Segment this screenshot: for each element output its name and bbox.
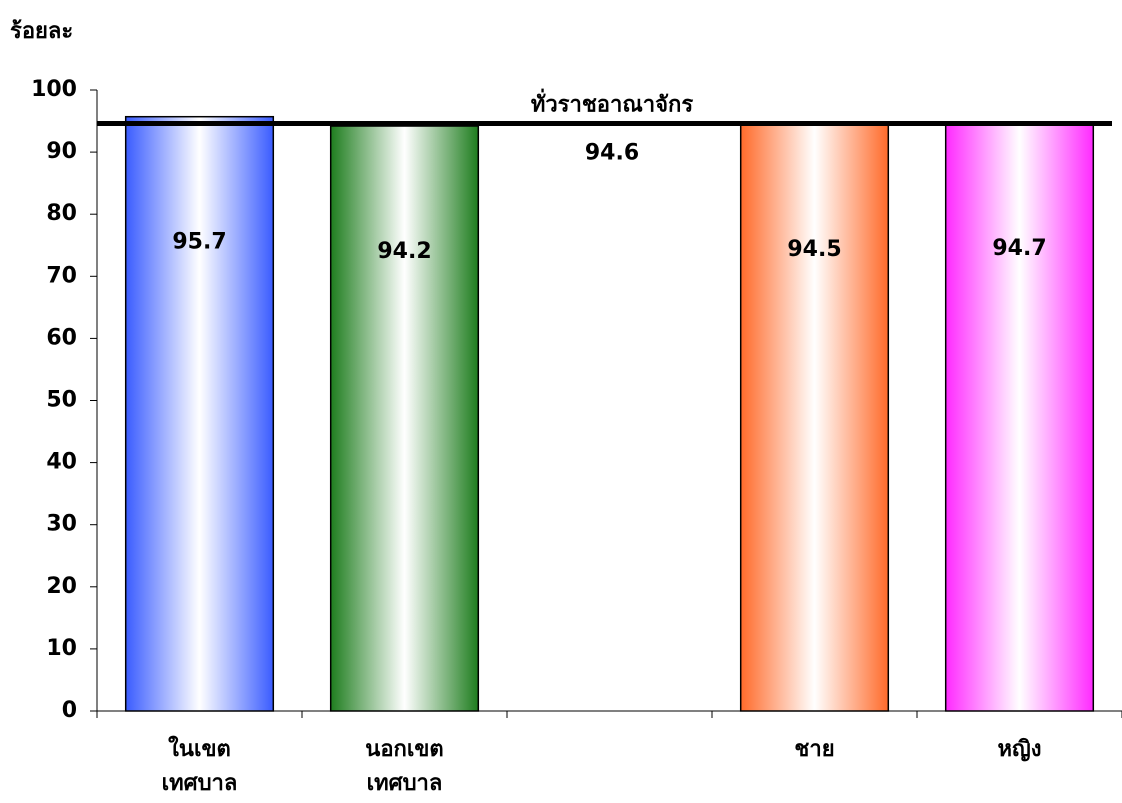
y-tick-label: 90 bbox=[46, 139, 77, 164]
x-tick-label: ชาย bbox=[715, 733, 915, 767]
x-tick-label: หญิง bbox=[920, 733, 1120, 767]
chart: ร้อยละ 0 10 20 30 40 50 60 70 80 90 100 95.7 94.2 94.… bbox=[0, 0, 1122, 803]
y-tick-label: 10 bbox=[46, 636, 77, 661]
chart-page: ร้อยละ 0 10 20 30 40 50 60 70 80 90 100 95.7 94.2 94.… bbox=[0, 0, 1122, 803]
bar bbox=[741, 124, 889, 711]
y-tick-label: 60 bbox=[46, 325, 77, 350]
bar bbox=[331, 126, 479, 711]
reference-value: 94.6 bbox=[585, 141, 639, 166]
x-tick-label: ในเขต เทศบาล bbox=[100, 733, 300, 801]
y-tick-label: 40 bbox=[46, 450, 77, 475]
bar bbox=[946, 123, 1094, 711]
y-tick-label: 30 bbox=[46, 512, 77, 537]
data-label: 94.7 bbox=[992, 236, 1046, 261]
reference-label: ทั่วราชอาณาจักร bbox=[531, 88, 693, 118]
y-tick-label: 70 bbox=[46, 263, 77, 288]
data-label: 94.2 bbox=[377, 239, 431, 264]
y-tick-label: 80 bbox=[46, 201, 77, 226]
x-tick-label: นอกเขต เทศบาล bbox=[305, 733, 505, 801]
y-tick-label: 50 bbox=[46, 388, 77, 413]
bar bbox=[126, 117, 274, 711]
y-tick-label: 0 bbox=[62, 698, 77, 723]
y-axis-title: ร้อยละ bbox=[10, 19, 73, 44]
data-label: 95.7 bbox=[172, 230, 226, 255]
data-label: 94.5 bbox=[787, 237, 841, 262]
y-tick-label: 100 bbox=[31, 77, 77, 102]
y-tick-label: 20 bbox=[46, 574, 77, 599]
